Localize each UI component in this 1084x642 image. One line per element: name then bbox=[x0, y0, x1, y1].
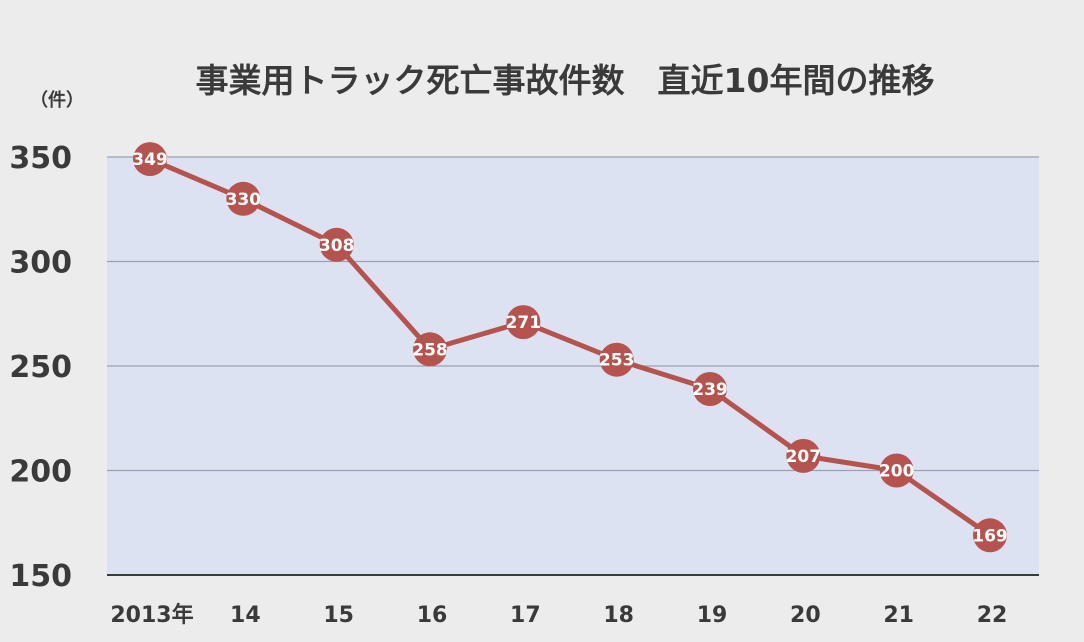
data-point bbox=[319, 227, 354, 262]
data-point bbox=[226, 181, 261, 216]
data-label: 239 bbox=[692, 380, 728, 400]
data-label: 207 bbox=[786, 447, 822, 467]
x-tick-label: 20 bbox=[790, 603, 821, 628]
x-tick-label: 22 bbox=[977, 603, 1008, 628]
x-tick-label: 2013年 bbox=[110, 602, 193, 628]
y-unit-label: （件） bbox=[30, 89, 84, 111]
data-label: 258 bbox=[412, 340, 448, 360]
data-label: 271 bbox=[506, 313, 542, 333]
data-label: 169 bbox=[972, 526, 1008, 546]
chart-title: 事業用トラック死亡事故件数 直近10年間の推移 bbox=[196, 61, 935, 100]
x-tick-label: 17 bbox=[510, 603, 541, 628]
data-label: 349 bbox=[132, 150, 168, 170]
data-markers bbox=[133, 142, 1007, 553]
data-point bbox=[599, 342, 634, 377]
data-point bbox=[506, 305, 541, 340]
data-point bbox=[133, 142, 167, 177]
x-tick-label: 21 bbox=[883, 603, 914, 628]
data-label: 308 bbox=[319, 236, 355, 256]
y-tick-label: 250 bbox=[9, 350, 72, 385]
data-labels: 349 330 308 258 271 253 239 207 200 169 bbox=[132, 150, 1008, 546]
x-axis-ticks: 2013年 14 15 16 17 18 19 20 21 22 bbox=[110, 602, 1007, 628]
x-tick-label: 19 bbox=[697, 603, 728, 628]
x-tick-label: 16 bbox=[417, 603, 448, 628]
data-label: 330 bbox=[226, 190, 262, 210]
y-axis-ticks: 350 300 250 200 150 bbox=[9, 141, 72, 594]
y-tick-label: 150 bbox=[9, 559, 72, 594]
data-label: 253 bbox=[599, 351, 635, 371]
y-tick-label: 200 bbox=[9, 455, 72, 490]
data-point bbox=[786, 438, 821, 473]
x-tick-label: 15 bbox=[323, 603, 354, 628]
x-tick-label: 14 bbox=[230, 603, 261, 628]
data-point bbox=[413, 332, 447, 367]
data-label: 200 bbox=[879, 462, 915, 482]
x-tick-label: 18 bbox=[603, 603, 634, 628]
series-line bbox=[149, 156, 992, 538]
data-point bbox=[973, 518, 1007, 553]
data-point bbox=[693, 371, 727, 406]
y-tick-label: 300 bbox=[9, 246, 72, 281]
data-point bbox=[879, 453, 914, 488]
y-tick-label: 350 bbox=[9, 141, 72, 176]
grid-lines bbox=[107, 156, 1039, 472]
